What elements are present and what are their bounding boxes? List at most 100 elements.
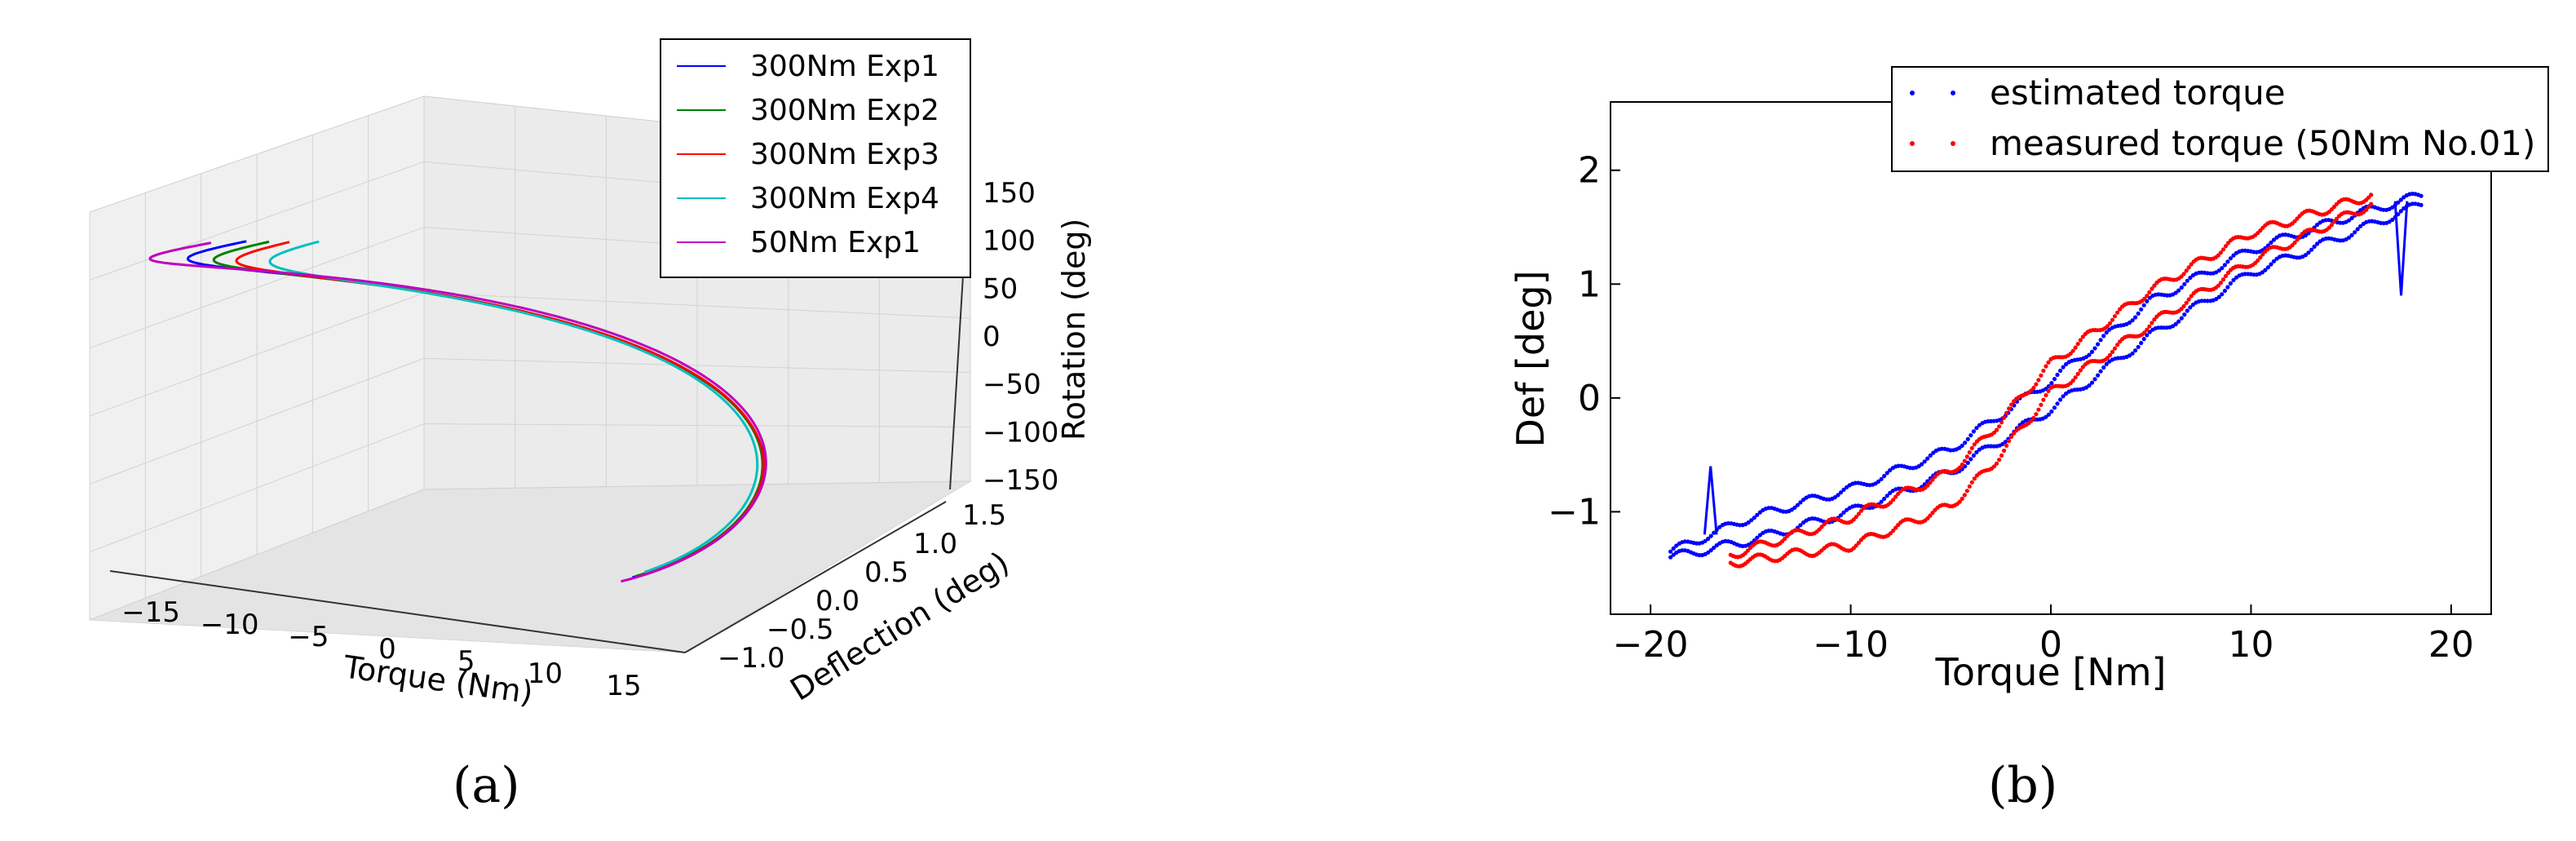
series-point-b xyxy=(1885,494,1889,498)
series-point-b xyxy=(2186,297,2191,302)
series-point-b xyxy=(1962,493,1967,498)
x-tick-label-a: −10 xyxy=(201,609,259,641)
series-point-b xyxy=(2115,343,2120,347)
series-point-b xyxy=(2220,292,2225,297)
x-tick-label-a: −15 xyxy=(122,596,180,629)
z-tick-label-a: −150 xyxy=(983,464,1058,497)
series-point-b xyxy=(2031,415,2036,420)
series-point-b xyxy=(2147,330,2152,334)
series-point-b xyxy=(1668,549,1673,554)
series-point-b xyxy=(2073,345,2078,350)
series-point-b xyxy=(2012,431,2017,436)
series-point-b xyxy=(1994,427,1999,432)
y-axis-line xyxy=(684,501,947,653)
z-tick-label-a: −50 xyxy=(983,369,1041,401)
legend-b-marker xyxy=(1910,91,1915,95)
series-point-b xyxy=(2052,377,2057,382)
series-point-b xyxy=(1876,479,1881,485)
series-point-b xyxy=(2107,321,2113,325)
series-point-b xyxy=(2220,277,2226,282)
z-tick-label-a: −100 xyxy=(983,416,1058,449)
series-point-b xyxy=(2216,253,2220,258)
series-point-b xyxy=(2188,275,2193,281)
series-point-b xyxy=(1957,499,1962,504)
series-point-b xyxy=(2098,369,2103,374)
y-tick-label-a: 1.5 xyxy=(962,499,1006,532)
y-tick-label-b: 2 xyxy=(1578,150,1601,192)
series-point-b xyxy=(2089,380,2095,385)
series-point-b xyxy=(2049,381,2054,386)
series-point-b xyxy=(1706,550,1711,555)
series-point-b xyxy=(2002,448,2007,454)
series-point-b xyxy=(2223,244,2229,249)
x-tick-label-a: 10 xyxy=(528,657,563,690)
x-tick-label-a: −5 xyxy=(288,621,329,653)
series-point-b xyxy=(2133,315,2138,320)
series-point-b xyxy=(2098,338,2103,343)
series-point-b xyxy=(2182,312,2187,317)
series-point-b xyxy=(2029,418,2034,423)
series-point-b xyxy=(1920,462,1924,467)
series-point-b xyxy=(2258,228,2263,233)
series-point-b xyxy=(2075,342,2080,347)
series-point-b xyxy=(1925,483,1930,488)
series-point-b xyxy=(2105,356,2110,361)
series-point-b xyxy=(1854,515,1858,520)
series-point-b xyxy=(2242,272,2247,277)
series-point-b xyxy=(2003,440,2008,445)
series-point-b xyxy=(1969,480,1974,485)
series-point-b xyxy=(1712,530,1717,535)
series-point-b xyxy=(1889,531,1893,536)
series-point-b xyxy=(2176,288,2181,293)
series-point-b xyxy=(2173,321,2178,326)
x-tick-label-b: −20 xyxy=(1613,624,1689,666)
series-point-b xyxy=(2419,202,2424,207)
series-point-b xyxy=(1962,458,1967,463)
x-tick-label-b: 10 xyxy=(2228,624,2273,666)
x-tick-label-a: 5 xyxy=(457,645,475,678)
series-point-b xyxy=(2004,443,2009,449)
series-point-b xyxy=(2031,385,2036,391)
series-point-b xyxy=(2303,232,2309,238)
series-point-b xyxy=(2256,258,2260,263)
y-tick-label-a: 0.5 xyxy=(864,556,908,589)
series-point-b xyxy=(2366,195,2371,200)
series-point-b xyxy=(1960,496,1964,502)
series-point-b xyxy=(1749,518,1754,523)
series-point-b xyxy=(2231,253,2236,258)
series-point-b xyxy=(2225,285,2230,290)
series-point-b xyxy=(2041,368,2046,374)
series-point-b xyxy=(2068,351,2073,356)
series-point-b xyxy=(1964,489,1969,494)
series-point-b xyxy=(1838,490,1844,495)
series-point-b xyxy=(2181,272,2186,277)
x-tick-label-b: 0 xyxy=(2039,624,2062,666)
series-point-b xyxy=(1879,499,1884,504)
series-point-b xyxy=(2334,216,2339,221)
series-point-b xyxy=(2133,348,2138,353)
z-tick-label-a: 0 xyxy=(983,321,1001,353)
series-point-b xyxy=(2179,316,2184,321)
series-point-b xyxy=(2141,337,2146,342)
series-point-b xyxy=(2147,290,2152,294)
series-point-b xyxy=(2218,281,2223,285)
panel-a-caption: (a) xyxy=(453,757,520,814)
series-point-b xyxy=(2078,368,2083,373)
series-point-b xyxy=(2269,240,2273,245)
series-point-b xyxy=(1703,538,1708,543)
series-point-b xyxy=(2419,193,2424,198)
legend-b-marker xyxy=(1910,141,1915,146)
series-point-b xyxy=(1757,510,1762,515)
series-point-b xyxy=(1885,471,1889,476)
series-point-b xyxy=(1671,552,1676,557)
series-point-b xyxy=(2297,234,2302,239)
series-point-b xyxy=(2105,324,2110,329)
series-point-b xyxy=(2309,247,2314,252)
panel-b-caption: (b) xyxy=(1988,757,2058,814)
series-point-b xyxy=(2039,373,2044,378)
series-point-b xyxy=(2260,252,2265,257)
series-point-b xyxy=(2186,265,2191,270)
x-axis-label-a: Torque (Nm) xyxy=(341,648,536,710)
series-point-b xyxy=(2039,402,2044,407)
